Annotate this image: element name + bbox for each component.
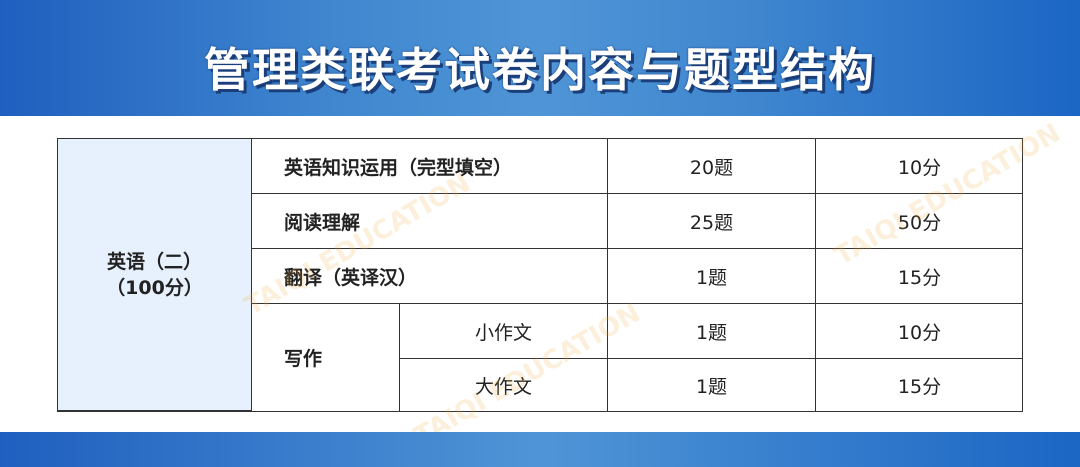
score-cell: 15分 xyxy=(897,375,942,398)
section-cell: 翻译（英译汉） xyxy=(252,249,608,304)
exam-structure-table: 英语（二） （100分） 英语知识运用（完型填空） 20题 10分 阅读理解 2… xyxy=(57,138,1023,412)
count-cell: 20题 xyxy=(608,139,816,194)
writing-section-cell: 写作 xyxy=(252,304,400,411)
writing-item-cell: 大作文 xyxy=(400,359,608,411)
section-cell: 英语知识运用（完型填空） xyxy=(252,139,608,194)
score-cell: 50分 xyxy=(816,194,1023,249)
count-cell: 25题 xyxy=(608,194,816,249)
header-banner: 管理类联考试卷内容与题型结构 xyxy=(0,0,1080,116)
section-cell: 阅读理解 xyxy=(252,194,608,249)
score-cell: 15分 xyxy=(816,249,1023,304)
page-title: 管理类联考试卷内容与题型结构 xyxy=(204,43,876,97)
writing-item-cell: 小作文 xyxy=(400,304,608,359)
score-cell: 10分 xyxy=(816,304,1023,359)
count-cell: 1题 xyxy=(608,304,816,359)
footer-band xyxy=(0,432,1080,467)
subject-total: （100分） xyxy=(106,276,203,299)
count-cell: 1题 xyxy=(608,359,816,411)
subject-name: 英语（二） xyxy=(106,250,202,273)
subject-cell: 英语（二） （100分） xyxy=(58,139,252,411)
count-cell: 1题 xyxy=(608,249,816,304)
score-cell: 10分 xyxy=(816,139,1023,194)
